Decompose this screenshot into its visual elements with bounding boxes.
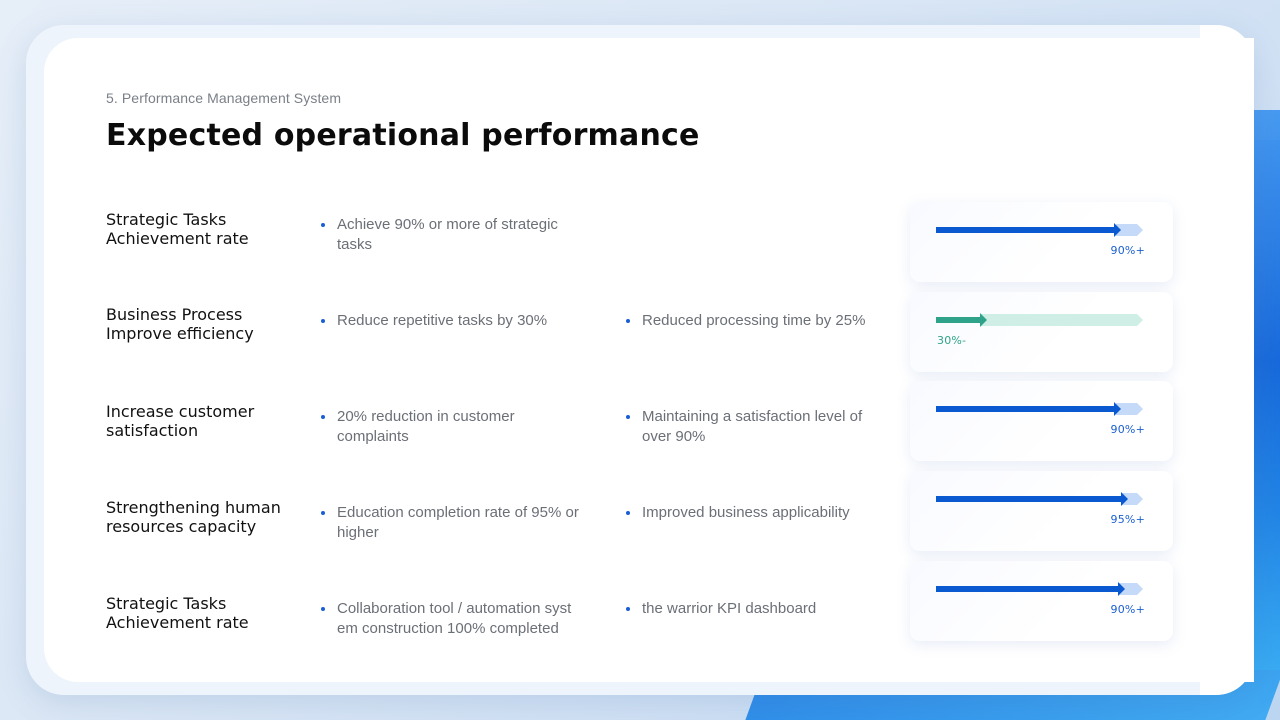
row-label-line1: Business Process (106, 305, 243, 324)
row-label: Increase customer satisfaction (106, 402, 306, 440)
row-label-line2: Achievement rate (106, 613, 249, 632)
kpi-value: 95%+ (1110, 513, 1145, 526)
progress-arrow-icon (936, 223, 1143, 237)
kpi-row: Strategic Tasks Achievement rate Collabo… (0, 561, 1280, 641)
kpi-row: Strengthening human resources capacity E… (0, 471, 1280, 551)
bullet-point: Reduced processing time by 25% (624, 311, 889, 331)
row-label: Strategic Tasks Achievement rate (106, 210, 306, 248)
slide-canvas-edge (1200, 25, 1254, 695)
row-label: Business Process Improve efficiency (106, 305, 306, 343)
kpi-progress-card: 95%+ (910, 471, 1173, 551)
kpi-progress-card: 90%+ (910, 561, 1173, 641)
bullet-point: Reduce repetitive tasks by 30% (319, 311, 584, 331)
row-label-line2: resources capacity (106, 517, 257, 536)
kpi-value: 90%+ (1110, 244, 1145, 257)
row-label-line2: satisfaction (106, 421, 199, 440)
progress-arrow-icon (936, 313, 1143, 327)
row-label-line1: Strategic Tasks (106, 594, 227, 613)
progress-arrow-icon (936, 402, 1143, 416)
row-label-line2: Improve efficiency (106, 324, 254, 343)
kpi-progress-card: 90%+ (910, 202, 1173, 282)
row-label-line2: Achievement rate (106, 229, 249, 248)
bullet-point: Achieve 90% or more of strategic tasks (319, 215, 584, 255)
section-label: 5. Performance Management System (106, 90, 342, 106)
bullet-point: Maintaining a satisfaction level of over… (624, 407, 889, 447)
bullet-point: the warrior KPI dashboard (624, 599, 889, 619)
row-label: Strengthening human resources capacity (106, 498, 306, 536)
bullet-point: Collaboration tool / automation syst em … (319, 599, 594, 639)
kpi-progress-card: 30%- (910, 292, 1173, 372)
kpi-progress-card: 90%+ (910, 381, 1173, 461)
page-title: Expected operational performance (106, 118, 700, 153)
bullet-point: Improved business applicability (624, 503, 889, 523)
kpi-row: Increase customer satisfaction 20% reduc… (0, 381, 1280, 461)
bullet-point: Education completion rate of 95% or high… (319, 503, 584, 543)
progress-arrow-icon (936, 582, 1143, 596)
kpi-value: 90%+ (1110, 603, 1145, 616)
row-label-line1: Strengthening human (106, 498, 281, 517)
bullet-point: 20% reduction in customer complaints (319, 407, 584, 447)
kpi-row: Business Process Improve efficiency Redu… (0, 292, 1280, 372)
kpi-value: 90%+ (1110, 423, 1145, 436)
row-label-line1: Strategic Tasks (106, 210, 227, 229)
kpi-value: 30%- (937, 334, 967, 347)
kpi-row: Strategic Tasks Achievement rate Achieve… (0, 202, 1280, 282)
row-label-line1: Increase customer (106, 402, 255, 421)
row-label: Strategic Tasks Achievement rate (106, 594, 306, 632)
progress-arrow-icon (936, 492, 1143, 506)
